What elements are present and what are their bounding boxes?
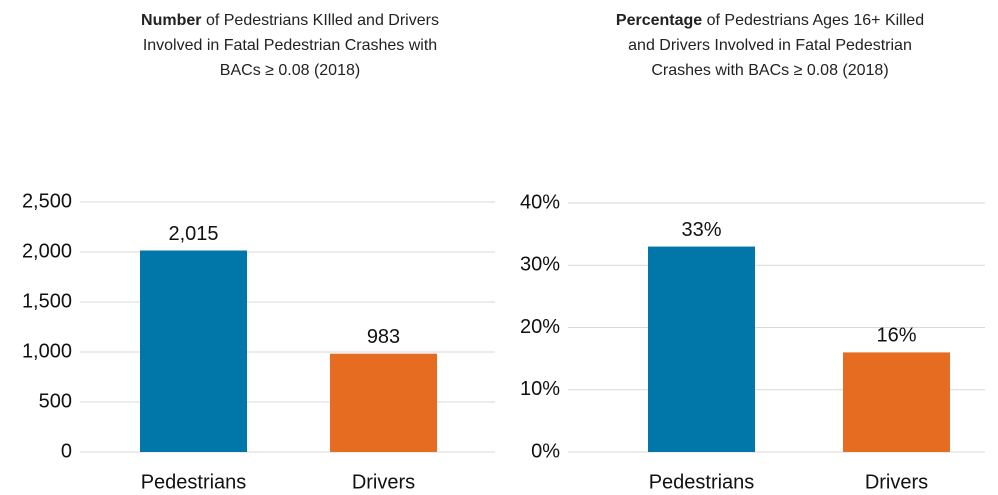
bar [843,352,950,452]
y-tick-label: 0 [61,440,72,462]
y-tick-label: 20% [520,316,560,338]
x-tick-label: Pedestrians [141,471,247,493]
y-tick-label: 2,500 [22,190,72,212]
value-label: 33% [681,219,721,241]
value-label: 983 [367,326,400,348]
y-tick-label: 30% [520,254,560,276]
x-tick-label: Pedestrians [649,471,755,493]
y-tick-label: 40% [520,191,560,213]
y-tick-label: 0% [531,440,560,462]
bar [648,246,755,452]
bar [330,353,437,452]
chart-title: Percentage of Pedestrians Ages 16+ Kille… [605,8,935,83]
y-tick-label: 10% [520,378,560,400]
x-tick-label: Drivers [352,471,415,493]
bar [140,250,247,452]
y-tick-label: 1,000 [22,340,72,362]
y-tick-label: 2,000 [22,240,72,262]
x-tick-label: Drivers [865,471,928,493]
value-label: 16% [876,325,916,347]
y-tick-label: 1,500 [22,290,72,312]
title-rest: of Pedestrians Ages 16+ Killed and Drive… [628,12,925,79]
title-rest: of Pedestrians KIlled and Drivers Involv… [142,12,439,79]
y-tick-label: 500 [39,390,72,412]
value-label: 2,015 [168,223,218,245]
title-emphasis: Number [141,12,202,29]
title-emphasis: Percentage [615,12,703,29]
chart-title: Number of Pedestrians KIlled and Drivers… [125,8,455,83]
